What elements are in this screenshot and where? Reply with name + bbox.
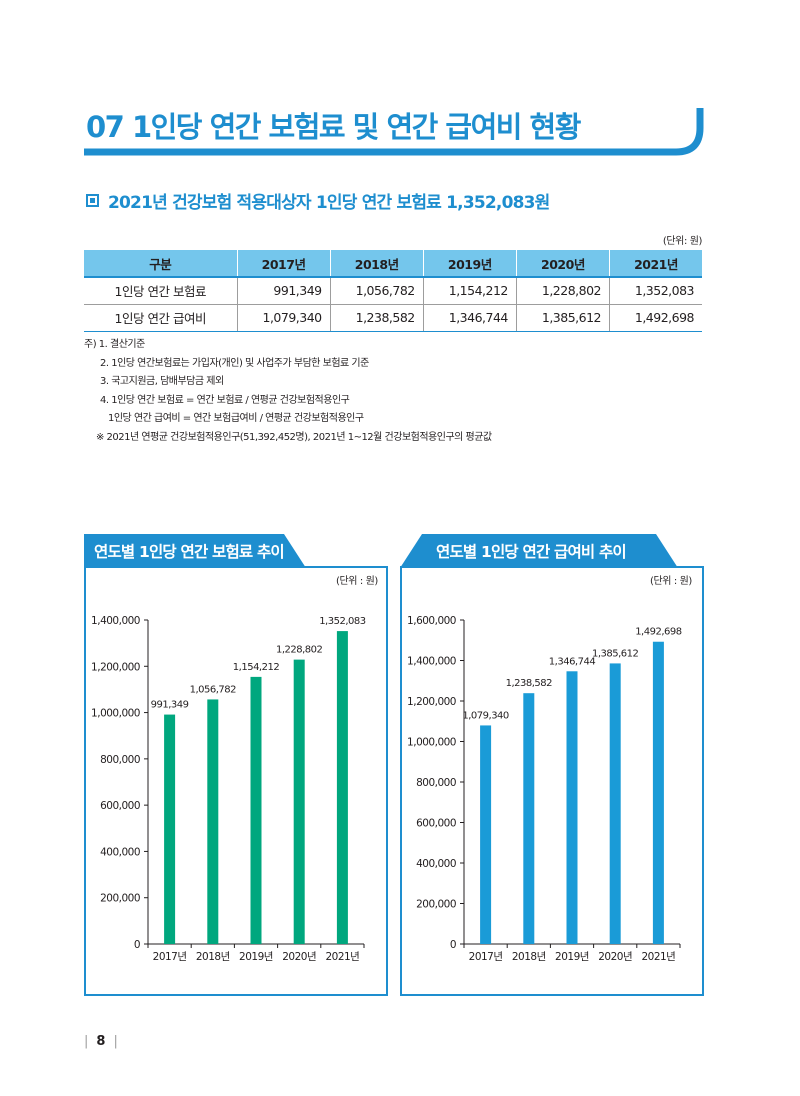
bar-value-label: 991,349 <box>151 700 189 711</box>
table-header: 2017년 <box>236 250 331 278</box>
note-line: 주) 1. 결산기준 <box>84 339 145 350</box>
section-title: 2021년 건강보험 적용대상자 1인당 연간 보험료 1,352,083원 <box>108 193 550 213</box>
table-unit: (단위: 원) <box>662 236 703 247</box>
separator: | <box>113 1034 118 1049</box>
bar-value-label: 1,346,744 <box>549 656 596 667</box>
y-tick-label: 200,000 <box>416 899 456 911</box>
table-cell: 1인당 연간 급여비 <box>84 304 237 332</box>
x-tick-label: 2017년 <box>153 951 187 963</box>
y-tick-label: 1,400,000 <box>407 656 456 668</box>
table-cell: 1,056,782 <box>329 277 424 305</box>
x-tick-label: 2019년 <box>239 951 273 963</box>
note-line: 1인당 연간 급여비 = 연간 보험급여비 / 연평균 건강보험적용인구 <box>108 413 364 425</box>
table-cell: 1,228,802 <box>515 277 610 305</box>
x-tick-label: 2021년 <box>641 951 675 963</box>
note-line: 3. 국고지원금, 담배부담금 제외 <box>100 376 224 388</box>
benefit-chart-tab: 연도별 1인당 연간 급여비 추이 <box>400 534 678 568</box>
y-tick-label: 600,000 <box>416 818 456 830</box>
bar <box>480 725 492 944</box>
table-cell: 1,492,698 <box>609 304 702 332</box>
bar-value-label: 1,492,698 <box>635 627 682 638</box>
bar-value-label: 1,238,582 <box>506 678 553 689</box>
table-header: 2019년 <box>422 250 517 278</box>
y-tick-label: 600,000 <box>100 800 140 812</box>
bar <box>609 663 621 944</box>
premium-bar-chart: 0 200,000 400,000 600,000 800,000 1,000,000 1,… <box>91 615 366 963</box>
x-tick-label: 2019년 <box>555 951 589 963</box>
x-tick-label: 2020년 <box>598 951 632 963</box>
y-tick-label: 200,000 <box>100 893 140 905</box>
bar <box>523 693 535 944</box>
y-tick-label: 400,000 <box>100 846 140 858</box>
data-table: 구분 2017년 2018년 2019년 2020년 2021년 1인당 연간 … <box>84 250 702 332</box>
table-cell: 1,154,212 <box>422 277 517 305</box>
bar-value-label: 1,228,802 <box>276 645 323 656</box>
page-number-value: 8 <box>96 1034 106 1049</box>
y-tick-label: 1,000,000 <box>407 737 456 749</box>
y-tick-label: 1,200,000 <box>407 696 456 708</box>
note-line: 4. 1인당 연간 보험료 = 연간 보험료 / 연평균 건강보험적용인구 <box>100 394 350 406</box>
bar-value-label: 1,079,340 <box>462 710 509 721</box>
x-tick-label: 2021년 <box>325 951 359 963</box>
table-row: 1인당 연간 보험료 991,349 1,056,782 1,154,212 1… <box>84 277 702 305</box>
note-line: ※ 2021년 연평균 건강보험적용인구(51,392,452명), 2021년… <box>96 431 492 443</box>
table-notes: 주) 1. 결산기준 2. 1인당 연간보험료는 가입자(개인) 및 사업주가 … <box>84 336 492 448</box>
bar-value-label: 1,352,083 <box>319 616 366 627</box>
x-tick-label: 2018년 <box>512 951 546 963</box>
table-header: 2018년 <box>329 250 424 278</box>
y-tick-label: 1,400,000 <box>91 615 140 627</box>
table-cell: 1,346,744 <box>422 304 517 332</box>
y-tick-label: 1,600,000 <box>407 615 456 627</box>
bar <box>207 699 219 944</box>
page-title: 07 1인당 연간 보험료 및 연간 급여비 현황 <box>86 110 581 144</box>
square-bullet-icon <box>86 194 99 207</box>
bar-value-label: 1,056,782 <box>190 684 237 695</box>
tab-background <box>84 534 306 568</box>
table-header: 구분 <box>84 250 237 278</box>
table-cell: 1인당 연간 보험료 <box>84 277 237 305</box>
bar <box>566 671 578 944</box>
benefit-bar-chart: 0 200,000 400,000 600,000 800,000 1,000,000 1,… <box>407 615 682 963</box>
benefit-chart-unit: (단위 : 원) <box>650 576 692 587</box>
y-tick-label: 1,200,000 <box>91 661 140 673</box>
bar <box>250 676 262 944</box>
table-cell: 1,385,612 <box>515 304 610 332</box>
y-tick-label: 800,000 <box>100 754 140 766</box>
x-tick-label: 2018년 <box>196 951 230 963</box>
tab-background <box>400 534 678 568</box>
premium-chart-tab: 연도별 1인당 연간 보험료 추이 <box>84 534 306 568</box>
y-tick-label: 0 <box>450 939 456 951</box>
separator: | <box>84 1034 89 1049</box>
section-heading: 2021년 건강보험 적용대상자 1인당 연간 보험료 1,352,083원 <box>86 188 550 213</box>
bar <box>293 659 305 944</box>
header-underline <box>84 108 704 156</box>
benefit-chart-title: 연도별 1인당 연간 급여비 추이 <box>436 543 627 561</box>
y-tick-label: 0 <box>134 939 140 951</box>
page-number: | 8 | <box>84 1034 118 1049</box>
table-header: 2020년 <box>515 250 610 278</box>
table-row: 1인당 연간 급여비 1,079,340 1,238,582 1,346,744… <box>84 304 702 332</box>
bar <box>164 714 176 944</box>
table-cell: 1,238,582 <box>329 304 424 332</box>
bar-value-label: 1,385,612 <box>592 648 639 659</box>
table-cell: 1,352,083 <box>609 277 702 305</box>
bar <box>336 631 348 944</box>
note-line: 2. 1인당 연간보험료는 가입자(개인) 및 사업주가 부담한 보험료 기준 <box>100 357 369 369</box>
table-cell: 1,079,340 <box>236 304 331 332</box>
premium-chart-title: 연도별 1인당 연간 보험료 추이 <box>94 543 285 561</box>
bar <box>652 641 664 944</box>
x-tick-label: 2017년 <box>469 951 503 963</box>
premium-chart-unit: (단위 : 원) <box>336 576 378 587</box>
y-tick-label: 1,000,000 <box>91 708 140 720</box>
bar-value-label: 1,154,212 <box>233 662 280 673</box>
table-header: 2021년 <box>609 250 702 278</box>
y-tick-label: 400,000 <box>416 858 456 870</box>
x-tick-label: 2020년 <box>282 951 316 963</box>
table-cell: 991,349 <box>236 277 331 305</box>
y-tick-label: 800,000 <box>416 777 456 789</box>
table-header-row: 구분 2017년 2018년 2019년 2020년 2021년 <box>84 250 702 278</box>
